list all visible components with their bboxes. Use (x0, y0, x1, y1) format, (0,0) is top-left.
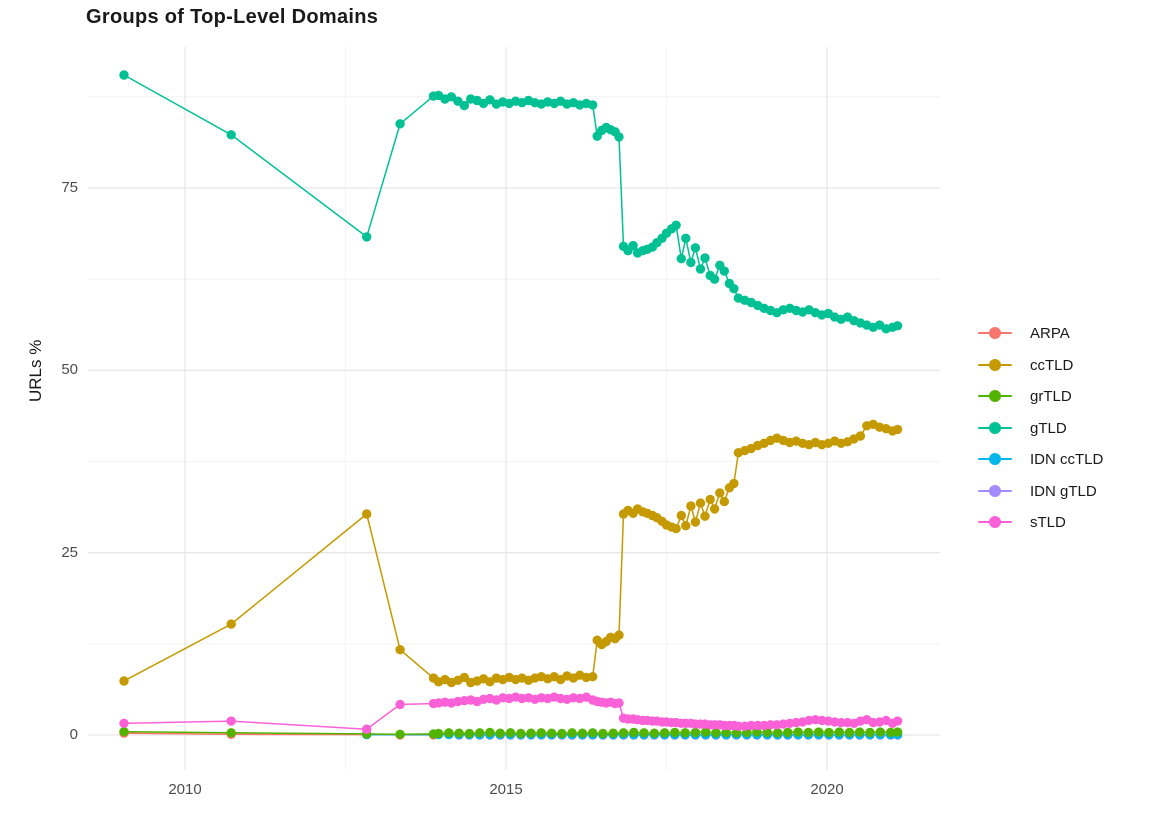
x-tick-2020: 2020 (810, 781, 844, 798)
legend-item-stld: sTLD (978, 510, 1066, 534)
chart-title: Groups of Top-Level Domains (86, 6, 379, 28)
gtld-series-key-icon (978, 422, 1012, 434)
legend-item-idn-cctld: IDN ccTLD (978, 447, 1103, 471)
legend-item-idn-gtld: IDN gTLD (978, 479, 1097, 503)
stld-series-key-icon (978, 516, 1012, 528)
x-tick-2010: 2010 (168, 781, 202, 798)
y-tick-75: 75 (61, 179, 78, 196)
grtld-series-key-icon (978, 390, 1012, 402)
legend-label: ccTLD (1030, 356, 1074, 374)
legend-item-cctld: ccTLD (978, 353, 1073, 377)
legend-label: IDN gTLD (1030, 482, 1097, 500)
legend-item-arpa: ARPA (978, 321, 1070, 345)
legend-label: gTLD (1030, 419, 1067, 437)
y-tick-25: 25 (61, 544, 78, 561)
y-tick-0: 0 (69, 726, 78, 743)
cctld-series-key-icon (978, 359, 1012, 371)
idn-gtld-series-key-icon (978, 485, 1012, 497)
legend-label: sTLD (1030, 513, 1066, 531)
arpa-series-key-icon (978, 327, 1012, 339)
legend-item-gtld: gTLD (978, 416, 1067, 440)
legend-label: ARPA (1030, 324, 1070, 342)
x-tick-2015: 2015 (489, 781, 523, 798)
idn-cctld-series-key-icon (978, 453, 1012, 465)
legend-label: grTLD (1030, 387, 1072, 405)
y-tick-50: 50 (61, 361, 78, 378)
legend-label: IDN ccTLD (1030, 450, 1104, 468)
legend-item-grtld: grTLD (978, 384, 1072, 408)
series-line-gtld (123, 74, 898, 330)
